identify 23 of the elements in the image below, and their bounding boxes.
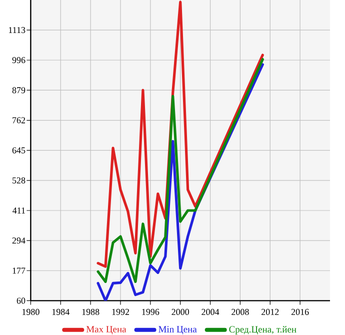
y-tick-label: 294 <box>12 238 26 244</box>
y-tick-label: 996 <box>12 57 26 64</box>
x-tick-label: 2008 <box>232 308 249 315</box>
x-tick-label: 1988 <box>82 308 100 315</box>
y-tick-label: 879 <box>12 87 26 94</box>
x-tick-label: 1984 <box>52 308 70 315</box>
y-tick-label: 177 <box>12 268 26 274</box>
legend-label: Min Цена <box>158 326 197 334</box>
y-tick-label: 762 <box>12 117 25 124</box>
legend-label: Max Цена <box>86 326 126 334</box>
y-tick-label: 645 <box>12 147 26 154</box>
legend-label: Сред.Цена, т.йен <box>229 326 296 334</box>
y-tick-label: 1113 <box>8 27 26 34</box>
x-tick-label: 2000 <box>172 308 190 315</box>
y-tick-label: 411 <box>12 208 25 214</box>
y-tick-label: 528 <box>12 177 26 184</box>
x-tick-label: 2012 <box>262 308 279 315</box>
x-tick-label: 1980 <box>22 308 40 315</box>
x-tick-label: 2004 <box>202 308 220 315</box>
x-tick-label: 1992 <box>112 308 129 315</box>
x-tick-label: 2016 <box>291 308 309 315</box>
x-tick-label: 1996 <box>142 308 160 315</box>
y-tick-label: 60 <box>16 298 26 304</box>
